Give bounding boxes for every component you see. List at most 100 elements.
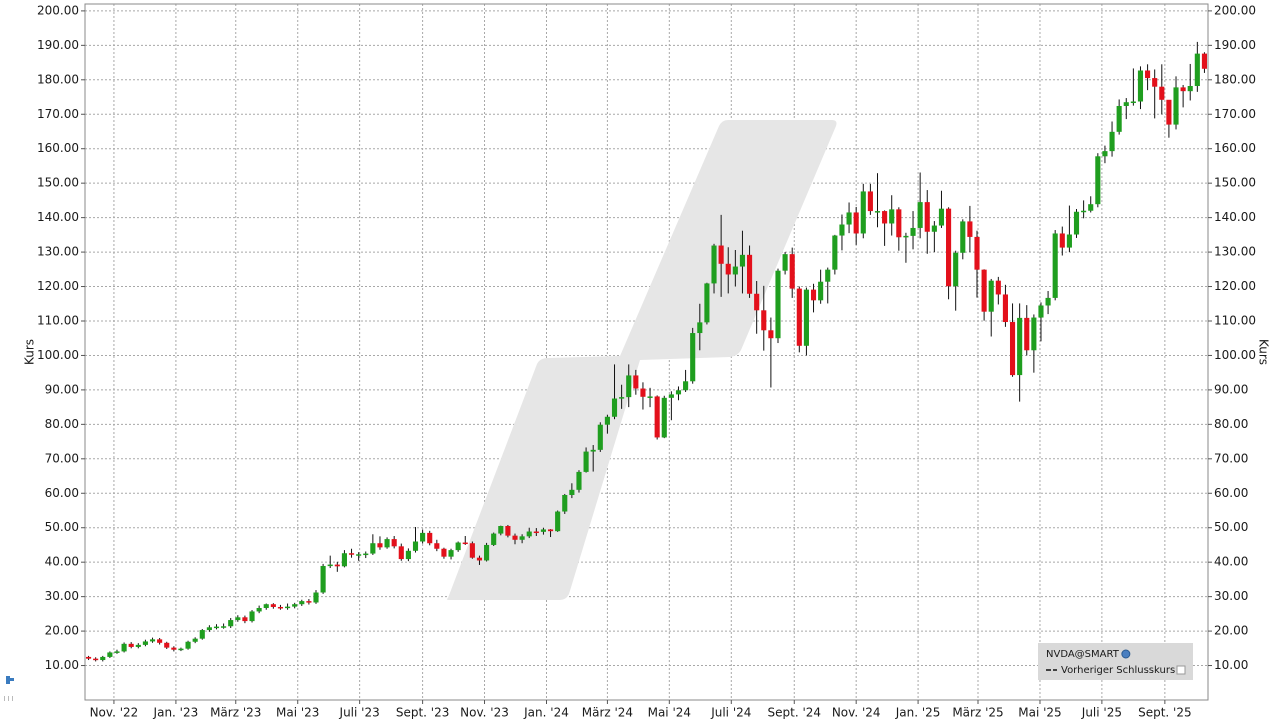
candle-body [484,544,490,561]
candle-body [718,245,724,264]
candle-body [299,601,305,605]
candle-body [427,532,433,544]
candle-body [782,254,788,271]
candle-body [917,202,923,228]
candle-body [327,564,333,567]
y-tick-label: 10.00 [1214,658,1248,672]
candle-body [157,639,163,643]
candle-body [853,212,859,234]
candle-body [498,526,504,534]
candle-body [356,554,362,556]
y-tick-label: 20.00 [45,624,79,638]
candle-body [711,245,717,284]
candle-body [1123,102,1129,106]
candle-body [292,604,298,607]
candle-body [93,658,99,661]
candle-body [1009,322,1016,376]
candle-body [1052,233,1058,298]
candle-body [569,489,575,495]
candle-body [228,620,234,627]
candle-body [405,550,411,560]
candle-body [796,288,802,346]
candle-body [1145,70,1151,79]
candle-body [626,375,632,398]
legend-checkbox[interactable] [1176,665,1186,675]
y-tick-label: 90.00 [1214,382,1248,396]
candle-body [121,643,127,652]
y-tick-label: 170.00 [37,107,79,121]
candle-body [242,617,248,622]
y-tick-label: 180.00 [1214,72,1256,86]
candle-body [1024,317,1030,351]
candle-body [341,553,347,567]
candle-body [967,221,973,237]
x-tick-label: Sept. '25 [1138,706,1192,720]
x-tick-label: Jan. '25 [895,706,941,720]
candle-body [1066,234,1072,248]
candle-body [761,310,767,331]
x-tick-label: Juli '25 [1081,706,1122,720]
y-tick-label: 190.00 [1214,38,1256,52]
candle-body [619,397,625,399]
candle-body [149,639,156,642]
candle-body [597,424,603,450]
x-tick-label: Mai '23 [276,706,319,720]
candle-body [938,208,945,226]
candle-body [1173,87,1179,125]
y-tick-label: 120.00 [37,279,79,293]
toolbar-icons [4,676,14,701]
y-tick-label: 100.00 [37,348,79,362]
candle-body [434,543,440,549]
candle-body [832,235,838,270]
candle-body [114,651,120,653]
candle-body [412,541,419,551]
candle-body [668,394,674,398]
candles [85,41,1208,662]
candle-body [512,535,518,540]
candle-body [320,565,326,593]
candle-body [1095,156,1101,205]
y-tick-label: 120.00 [1214,279,1256,293]
candle-body [1102,151,1108,157]
legend-series: NVDA@SMART [1046,649,1120,660]
y-tick-label: 40.00 [45,555,79,569]
candle-body [363,553,369,556]
candle-body [462,542,468,545]
x-tick-label: Nov. '24 [832,706,881,720]
candle-body [910,227,916,236]
y-tick-label: 150.00 [37,176,79,190]
candle-body [604,416,610,425]
candle-body [1017,317,1023,376]
candle-body [235,617,241,621]
y-tick-label: 150.00 [1214,176,1256,190]
candle-body [739,254,746,267]
y-tick-label: 30.00 [45,589,79,603]
candle-body [860,191,866,234]
candle-body [931,225,937,232]
y-tick-label: 50.00 [45,520,79,534]
candle-body [896,209,902,238]
candle-body [768,330,774,339]
y-tick-label: 90.00 [45,382,79,396]
legend: NVDA@SMART Vorheriger Schlusskurs [1038,643,1193,680]
y-tick-label: 70.00 [1214,451,1248,465]
candle-body [889,209,895,224]
candle-body [455,542,461,551]
candle-body [611,398,618,417]
candle-body [1038,305,1044,318]
candle-body [867,191,873,212]
candle-body [256,608,262,612]
candle-body [725,263,731,275]
candle-body [661,397,667,438]
icon [6,676,10,684]
candle-body [1201,53,1208,69]
candle-body [1081,210,1087,213]
candle-body [348,553,355,555]
y-tick-label: 190.00 [37,38,79,52]
icon [10,678,14,681]
candle-body [206,627,212,631]
candle-body [469,543,475,558]
candle-body [654,396,660,438]
y-tick-label: 50.00 [1214,520,1248,534]
